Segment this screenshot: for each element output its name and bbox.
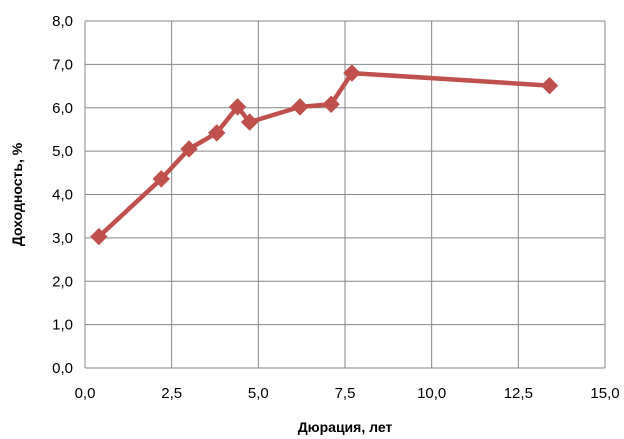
data-point-marker bbox=[240, 113, 259, 131]
data-point-marker bbox=[180, 140, 198, 158]
x-axis-title: Дюрация, лет bbox=[298, 419, 393, 435]
x-tick-label: 12,5 bbox=[504, 385, 533, 402]
y-tick-label: 0,0 bbox=[52, 360, 73, 377]
y-tick-label: 4,0 bbox=[52, 187, 73, 204]
data-point-marker bbox=[343, 64, 361, 82]
y-tick-label: 3,0 bbox=[52, 230, 73, 247]
y-tick-label: 6,0 bbox=[52, 100, 73, 117]
y-tick-label: 1,0 bbox=[52, 317, 73, 334]
x-tick-label: 7,5 bbox=[335, 385, 356, 402]
data-point-marker bbox=[540, 76, 559, 95]
data-point-marker bbox=[90, 227, 108, 246]
data-point-marker bbox=[152, 170, 170, 188]
tick-labels: 0,0 1,0 2,0 3,0 4,0 5,0 6,0 7,0 8,0 0,0 2,5 5,0 7,5 1… bbox=[52, 13, 619, 402]
data-point-marker bbox=[291, 98, 309, 116]
y-tick-label: 7,0 bbox=[52, 56, 73, 73]
x-tick-label: 10,0 bbox=[417, 385, 446, 402]
x-tick-label: 2,5 bbox=[161, 385, 182, 402]
series-layer bbox=[90, 64, 559, 246]
grid-lines bbox=[84, 20, 606, 369]
x-tick-label: 5,0 bbox=[248, 385, 269, 402]
data-point-marker bbox=[208, 124, 226, 142]
y-tick-label: 5,0 bbox=[52, 143, 73, 160]
series-line bbox=[96, 70, 552, 239]
data-point-marker bbox=[228, 98, 247, 116]
y-axis-title: Доходность, % bbox=[9, 142, 25, 246]
y-tick-label: 2,0 bbox=[52, 273, 73, 290]
data-point-marker bbox=[322, 95, 340, 113]
x-tick-label: 15,0 bbox=[590, 385, 619, 402]
y-tick-label: 8,0 bbox=[52, 13, 73, 30]
x-tick-label: 0,0 bbox=[75, 385, 96, 402]
